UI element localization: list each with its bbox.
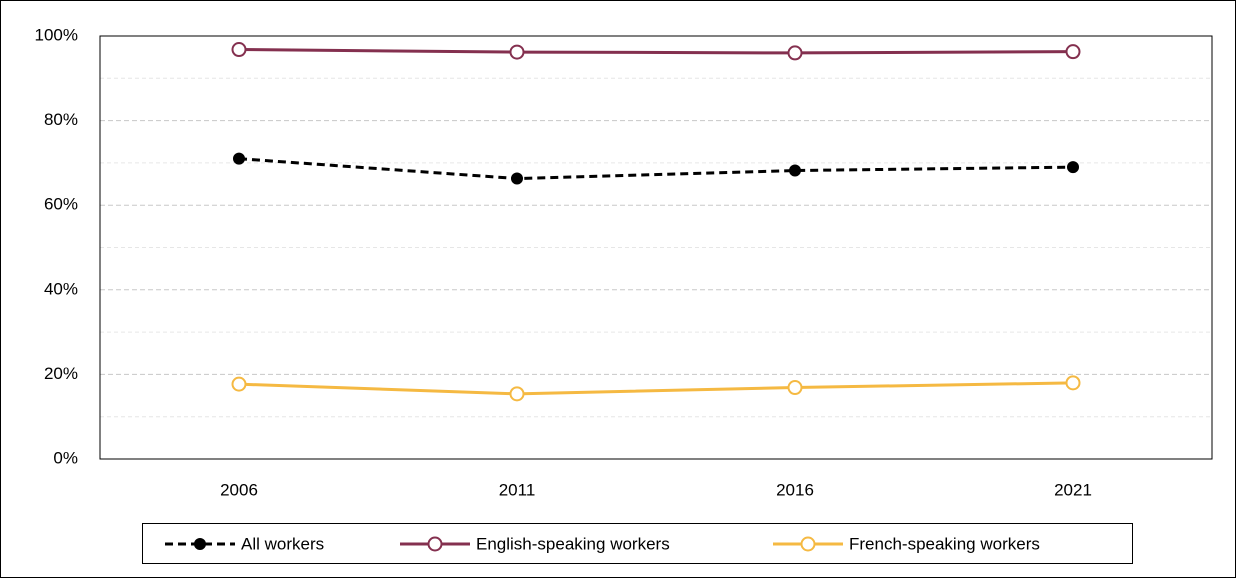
legend-marker <box>427 536 443 552</box>
point <box>509 386 525 402</box>
point <box>787 45 803 61</box>
x-tick-label: 2016 <box>776 480 814 499</box>
x-tick-label: 2006 <box>220 480 258 499</box>
legend-label: French-speaking workers <box>849 534 1040 553</box>
series-line <box>238 48 1074 55</box>
point <box>231 42 247 58</box>
legend-label: English-speaking workers <box>476 534 670 553</box>
y-tick-label: 60% <box>44 195 78 214</box>
series-line <box>238 381 1074 396</box>
x-tick-label: 2011 <box>499 480 536 499</box>
point <box>511 172 523 185</box>
x-tick-label: 2021 <box>1054 480 1092 499</box>
y-tick-label: 80% <box>44 110 78 129</box>
y-tick-label: 20% <box>44 364 78 383</box>
point <box>1065 375 1081 391</box>
y-tick-label: 100% <box>35 25 78 44</box>
point <box>787 380 803 396</box>
point <box>233 152 245 165</box>
legend-label: All workers <box>241 534 324 553</box>
series-line <box>238 157 1074 181</box>
point <box>1067 161 1079 174</box>
legend-marker <box>800 536 816 552</box>
plot-border <box>99 35 1213 460</box>
legend-box <box>142 523 1133 564</box>
y-tick-label: 40% <box>44 279 78 298</box>
point <box>231 376 247 392</box>
y-tick-label: 0% <box>53 448 78 467</box>
point <box>509 44 525 60</box>
point <box>1065 44 1081 60</box>
point <box>789 164 801 177</box>
legend-marker <box>194 538 206 550</box>
